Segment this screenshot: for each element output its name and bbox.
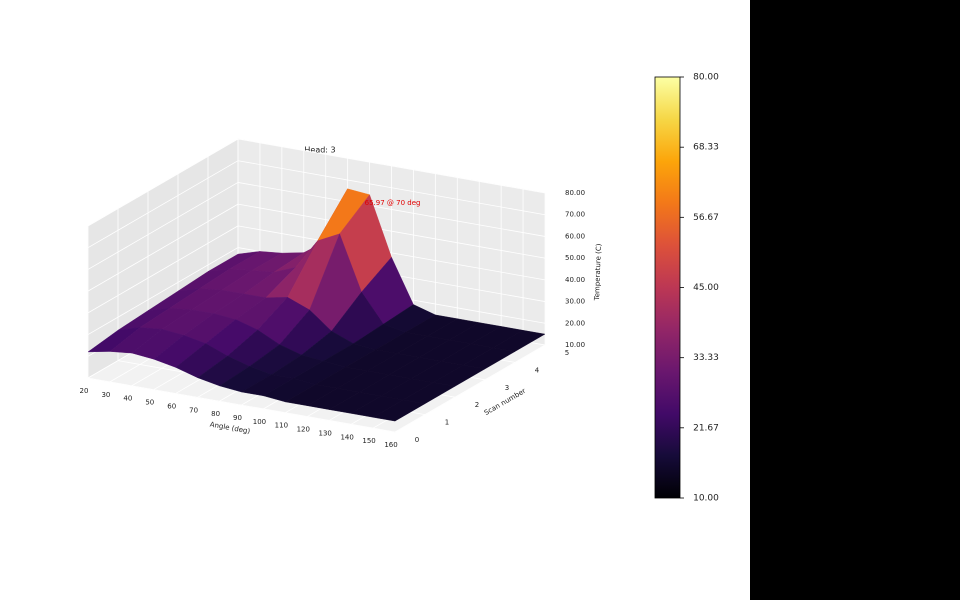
y-tick-label: 0 — [415, 436, 419, 444]
colorbar-tick-label: 21.67 — [693, 423, 719, 433]
x-tick-label: 20 — [80, 387, 89, 395]
z-tick-label: 40.00 — [565, 276, 585, 284]
z-tick-label: 60.00 — [565, 232, 585, 240]
x-tick-label: 50 — [145, 399, 154, 407]
colorbar — [654, 76, 681, 499]
x-tick-label: 60 — [167, 402, 176, 410]
x-tick-label: 110 — [275, 422, 288, 430]
annotation: 65.97 @ 70 deg — [365, 199, 421, 207]
grid-line — [87, 225, 239, 314]
z-tick-label: 10.00 — [565, 341, 585, 349]
x-tick-label: 140 — [340, 433, 353, 441]
grid-line — [87, 203, 239, 292]
black-margin — [750, 0, 960, 600]
x-tick-label: 160 — [384, 441, 397, 449]
grid-line — [237, 182, 546, 237]
z-tick-label: 20.00 — [565, 319, 585, 327]
grid-line — [394, 344, 546, 433]
colorbar-tick-label: 33.33 — [693, 353, 719, 363]
grid-line — [87, 377, 396, 433]
x-tick-label: 120 — [297, 426, 310, 434]
y-tick-label: 5 — [565, 349, 569, 357]
x-tick-label: 80 — [211, 410, 220, 418]
colorbar-tick-label: 68.33 — [693, 143, 719, 153]
x-tick-label: 70 — [189, 406, 198, 414]
x-tick-label: 30 — [101, 391, 110, 399]
grid-line — [87, 247, 239, 335]
chart-title: Head: 3 — [304, 146, 335, 155]
z-tick-label: 80.00 — [565, 189, 585, 197]
grid-line — [237, 138, 546, 194]
colorbar-tick-label: 80.00 — [693, 73, 719, 83]
grid-line — [237, 225, 546, 281]
x-tick-label: 40 — [123, 395, 132, 403]
grid-line — [237, 203, 546, 259]
z-tick-label: 50.00 — [565, 254, 585, 262]
grid-line — [87, 160, 239, 249]
x-tick-label: 150 — [362, 437, 375, 445]
x-tick-label: 130 — [319, 429, 332, 437]
y-tick-label: 1 — [445, 419, 449, 427]
y-tick-label: 3 — [505, 384, 509, 392]
x-tick-label: 100 — [253, 418, 266, 426]
z-tick-label: 70.00 — [565, 211, 585, 219]
grid-line — [237, 160, 546, 216]
colorbar-tick-label: 56.67 — [693, 213, 719, 223]
colorbar-tick-label: 45.00 — [693, 283, 719, 293]
y-tick-label: 2 — [475, 401, 479, 409]
surface-patch — [372, 399, 426, 422]
x-tick-label: 90 — [233, 414, 242, 422]
grid-line — [87, 138, 239, 227]
grid-line — [87, 182, 239, 270]
y-tick-label: 4 — [535, 366, 540, 374]
z-axis-label: Temperature (C) — [593, 243, 603, 301]
z-tick-label: 30.00 — [565, 298, 585, 306]
colorbar-tick-label: 10.00 — [693, 494, 719, 504]
